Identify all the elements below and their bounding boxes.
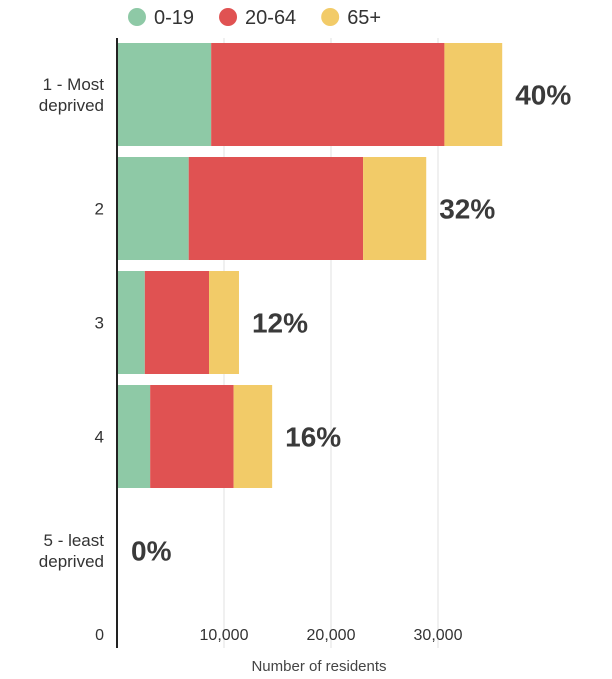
legend: 0-19 20-64 65+: [128, 7, 381, 29]
category-label-2: 2: [95, 200, 104, 219]
x-tick-labels: 0 10,000 20,000 30,000: [95, 627, 462, 644]
x-axis-title: Number of residents: [251, 658, 386, 675]
category-label-3: 3: [95, 314, 104, 333]
data-labels: 40% 32% 12% 16% 0%: [131, 80, 571, 567]
data-label-3: 12%: [252, 308, 308, 339]
legend-label-20-64: 20-64: [245, 7, 296, 29]
category-label-5-least-deprived: 5 - least deprived: [39, 531, 104, 571]
category-labels: 1 - Most deprived 2 3 4 5 - least deprived: [39, 75, 104, 571]
legend-swatch-20-64: [219, 8, 238, 26]
data-label-1-most-deprived: 40%: [515, 80, 571, 111]
bar-3-0-19: [117, 271, 145, 374]
data-label-2: 32%: [439, 194, 495, 225]
x-tick-30-000: 30,000: [414, 627, 463, 644]
category-label-4: 4: [95, 428, 104, 447]
bar-4-0-19: [117, 385, 151, 488]
bar-2-0-19: [117, 157, 189, 260]
bar-2-20-64: [188, 157, 364, 260]
x-tick-10-000: 10,000: [200, 627, 249, 644]
bar-1-most-deprived-20-64: [211, 43, 445, 146]
x-tick-0: 0: [95, 627, 104, 644]
legend-swatch-0-19: [128, 8, 146, 26]
data-label-5-least-deprived: 0%: [131, 536, 172, 567]
bar-1-most-deprived-65: [444, 43, 503, 146]
category-label-1-most-deprived: 1 - Most deprived: [39, 75, 104, 115]
bar-3-65: [209, 271, 239, 374]
x-tick-20-000: 20,000: [307, 627, 356, 644]
bar-4-20-64: [150, 385, 234, 488]
bar-4-65: [233, 385, 273, 488]
legend-label-65: 65+: [347, 7, 381, 29]
bar-2-65: [363, 157, 427, 260]
legend-label-0-19: 0-19: [154, 7, 194, 29]
legend-swatch-65: [321, 8, 340, 26]
bars: [117, 43, 503, 488]
data-label-4: 16%: [285, 422, 341, 453]
bar-1-most-deprived-0-19: [117, 43, 212, 146]
bar-3-20-64: [144, 271, 210, 374]
